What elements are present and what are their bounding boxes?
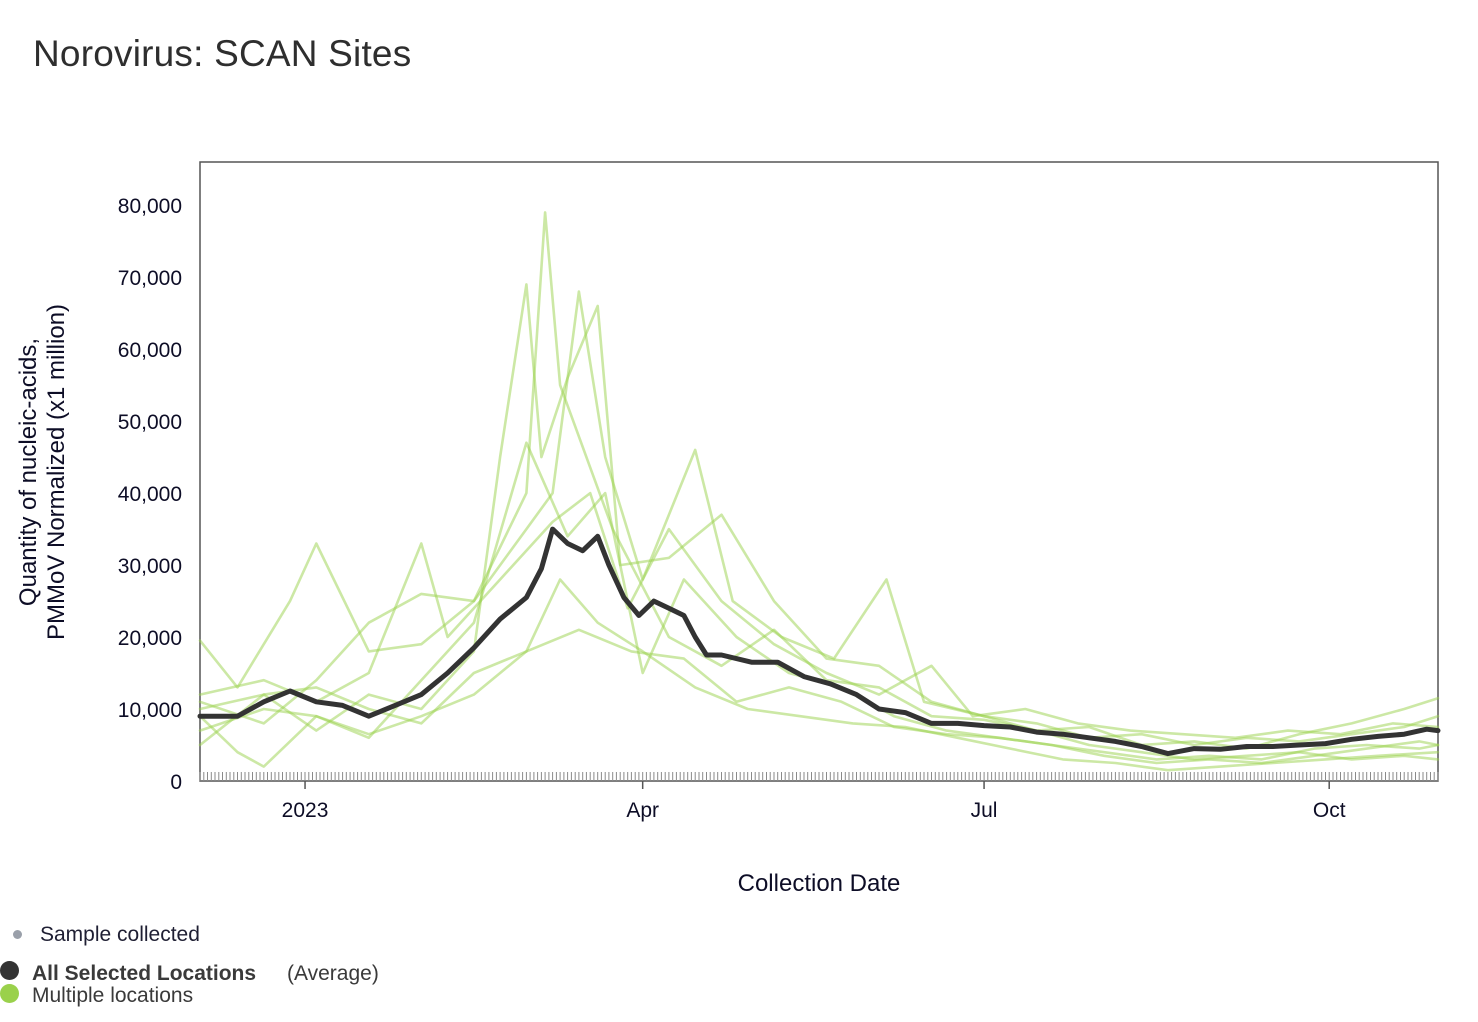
legend-average-label: All Selected Locations [32, 962, 257, 985]
y-axis-title-line1: Quantity of nucleic-acids, [15, 338, 42, 606]
legend-sites-label: Multiple locations [32, 984, 194, 1007]
y-tick-label: 30,000 [118, 555, 182, 578]
sample-dot-icon [13, 930, 22, 939]
sites-dot-icon [0, 984, 19, 1003]
x-tick-label: Jul [971, 799, 998, 822]
series-line-site[interactable] [198, 283, 1440, 747]
y-axis-title: Quantity of nucleic-acids, PMMoV Normali… [15, 304, 70, 640]
sample-tick-marks [199, 772, 1439, 781]
y-axis: 0 10,000 20,000 30,000 40,000 50,000 60,000 70,… [118, 195, 182, 794]
average-dot-icon [0, 961, 19, 980]
legend-sample-label: Sample collected [40, 923, 200, 946]
plot-frame [199, 161, 1439, 782]
x-tick-label: Oct [1313, 799, 1346, 822]
series-line-site[interactable] [198, 628, 1440, 761]
x-axis: 2023 Apr Jul Oct [282, 781, 1346, 822]
y-tick-label: 0 [170, 771, 182, 794]
y-tick-label: 10,000 [118, 699, 182, 722]
x-axis-title: Collection Date [738, 870, 901, 897]
y-axis-title-line2: PMMoV Normalized (x1 million) [43, 304, 70, 640]
chart-title: Norovirus: SCAN Sites [33, 33, 412, 74]
sample-ticks [199, 772, 1439, 781]
series-line-average[interactable] [197, 526, 1441, 757]
legend-sites[interactable]: Multiple locations [0, 984, 300, 1010]
series-layer [197, 211, 1441, 772]
x-tick-label: Apr [626, 799, 659, 822]
y-tick-label: 40,000 [118, 483, 182, 506]
x-tick-label: 2023 [282, 799, 329, 822]
legend-sample[interactable]: Sample collected [0, 920, 300, 950]
legend-average[interactable]: All Selected Locations (Average) [0, 960, 420, 986]
y-tick-label: 80,000 [118, 195, 182, 218]
series-line-site[interactable] [198, 491, 1440, 740]
y-tick-label: 70,000 [118, 267, 182, 290]
y-tick-label: 60,000 [118, 339, 182, 362]
y-tick-label: 50,000 [118, 411, 182, 434]
legend-average-suffix: (Average) [287, 962, 379, 985]
y-tick-label: 20,000 [118, 627, 182, 650]
series-line-site[interactable] [198, 578, 1440, 772]
